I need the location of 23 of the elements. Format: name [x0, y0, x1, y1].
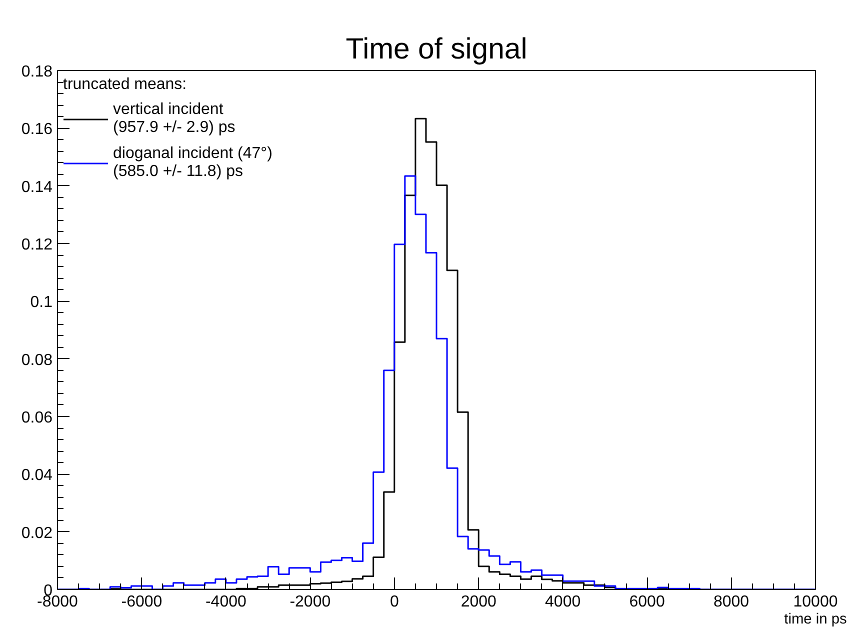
y-tick-label: 0.02 — [21, 524, 53, 542]
legend-label: dioganal incident (47°) (585.0 +/- 11.8) ps — [113, 144, 272, 182]
y-tick-label: 0.04 — [21, 467, 53, 484]
x-tick-label: 4000 — [545, 594, 581, 610]
x-tick-label: 6000 — [629, 594, 665, 610]
y-tick-label: 0.1 — [30, 294, 53, 312]
x-tick-label: -6000 — [121, 594, 162, 610]
y-tick-label: 0.06 — [21, 410, 53, 426]
legend-title: truncated means: — [63, 76, 188, 94]
x-axis-title: time in ps — [784, 612, 847, 628]
x-tick-label: -4000 — [205, 594, 247, 610]
x-tick-label: 10000 — [793, 594, 838, 610]
y-tick-label: 0.18 — [21, 64, 53, 80]
legend-label: vertical incident (957.9 +/- 2.9) ps — [113, 100, 236, 138]
y-tick-label: 0.14 — [21, 178, 53, 196]
chart-title: Time of signal — [346, 32, 528, 66]
y-tick-label: 0.12 — [21, 236, 53, 254]
y-tick-label: 0.08 — [21, 352, 53, 369]
x-tick-label: 2000 — [460, 594, 497, 610]
x-tick-label: 8000 — [713, 594, 750, 610]
y-tick-label: 0.16 — [21, 121, 53, 138]
x-tick-label: 0 — [390, 594, 399, 610]
x-tick-label: -2000 — [290, 594, 331, 610]
